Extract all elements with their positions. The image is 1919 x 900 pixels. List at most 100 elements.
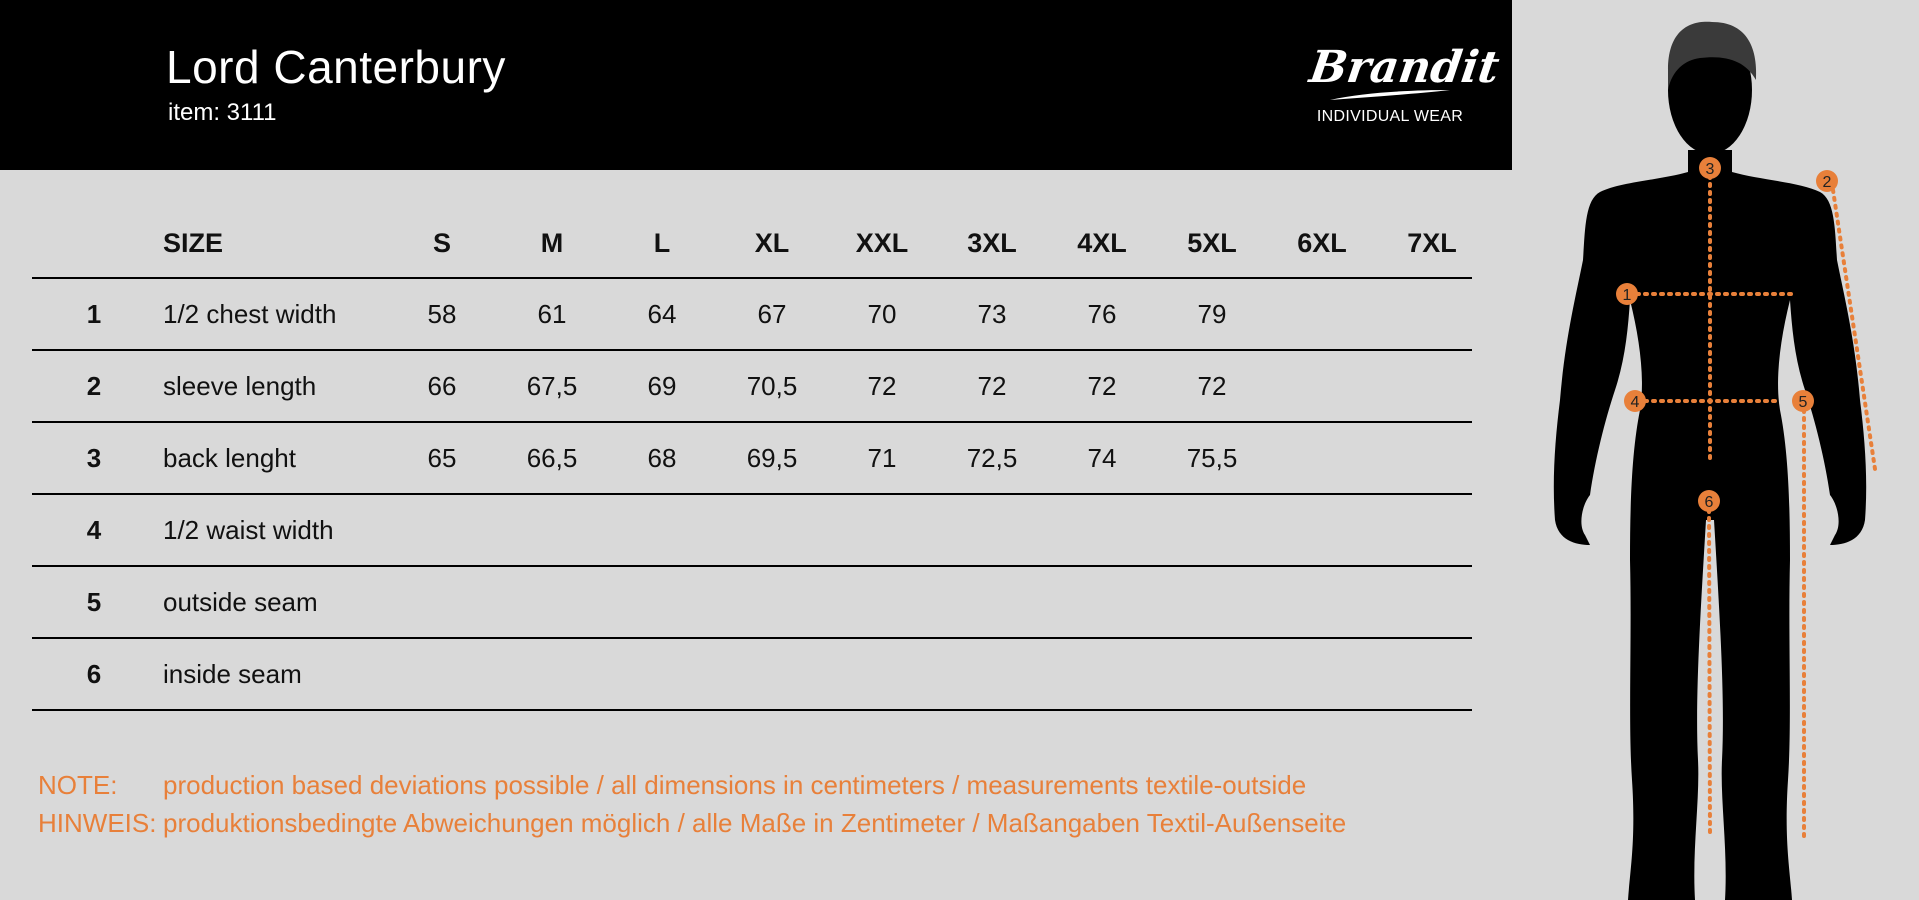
measurement-value: 66,5 bbox=[526, 442, 578, 473]
measurement-value bbox=[1382, 279, 1482, 349]
item-number: item: 3111 bbox=[168, 99, 277, 126]
size-column-header: 7XL bbox=[1407, 228, 1457, 258]
product-title: Lord Canterbury bbox=[166, 41, 506, 93]
table-row: 4 1/2 waist width bbox=[32, 495, 1472, 567]
measurement-value bbox=[722, 567, 822, 637]
logo-wordmark: Brandit bbox=[1306, 42, 1503, 93]
measurement-value bbox=[1162, 639, 1262, 709]
marker-5: 5 bbox=[1792, 390, 1814, 412]
measurement-number: 1 bbox=[86, 298, 102, 329]
measurement-value: 73 bbox=[977, 298, 1007, 329]
table-header-row: SIZE S M L XL XXL 3XL 4XL 5XL 6XL 7XL bbox=[32, 210, 1472, 279]
size-column-header: XXL bbox=[855, 228, 909, 258]
measurement-value bbox=[722, 495, 822, 565]
measurement-label: outside seam bbox=[163, 586, 318, 617]
measurement-value bbox=[392, 567, 492, 637]
table-row: 2 sleeve length 66 67,5 69 70,5 72 72 72 72 bbox=[32, 351, 1472, 423]
notes: NOTE: production based deviations possib… bbox=[38, 766, 1346, 842]
measurement-number: 6 bbox=[86, 658, 102, 689]
measurement-value bbox=[1272, 423, 1372, 493]
measurement-number: 4 bbox=[86, 514, 102, 545]
note-german: HINWEIS: produktionsbedingte Abweichunge… bbox=[38, 804, 1346, 842]
marker-circle bbox=[1816, 170, 1838, 192]
measurement-value: 67,5 bbox=[526, 370, 578, 401]
measurement-label: back lenght bbox=[163, 442, 296, 473]
measurement-value bbox=[612, 495, 712, 565]
note-text: production based deviations possible / a… bbox=[163, 770, 1307, 800]
measurement-value bbox=[1272, 639, 1372, 709]
marker-3: 3 bbox=[1699, 157, 1721, 179]
table-row: 3 back lenght 65 66,5 68 69,5 71 72,5 74 75,5 bbox=[32, 423, 1472, 495]
measurement-value bbox=[1382, 351, 1482, 421]
size-column-header: S bbox=[432, 228, 451, 258]
measurement-value: 68 bbox=[647, 442, 677, 473]
logo-swoosh-icon bbox=[1330, 90, 1450, 100]
measurement-value bbox=[832, 495, 932, 565]
line-sleeve-length bbox=[1831, 188, 1877, 471]
measurement-value: 58 bbox=[427, 298, 457, 329]
measurement-value bbox=[1272, 495, 1372, 565]
measurement-value bbox=[1162, 495, 1262, 565]
measurement-value bbox=[392, 495, 492, 565]
measurement-value bbox=[392, 639, 492, 709]
header-bar: Lord Canterbury item: 3111 Brandit INDIV… bbox=[0, 0, 1512, 170]
brand-logo: Brandit INDIVIDUAL WEAR bbox=[1306, 42, 1502, 126]
measurement-value: 61 bbox=[537, 298, 567, 329]
measurement-value bbox=[1052, 567, 1152, 637]
measurement-value: 65 bbox=[427, 442, 457, 473]
measurement-value bbox=[502, 639, 602, 709]
measurement-value bbox=[612, 639, 712, 709]
size-column-header: L bbox=[653, 228, 671, 258]
marker-label: 3 bbox=[1706, 161, 1715, 178]
size-column-header: 3XL bbox=[967, 228, 1017, 258]
note-key: NOTE: bbox=[38, 770, 118, 800]
measurement-value bbox=[942, 639, 1042, 709]
body-silhouette bbox=[1553, 21, 1867, 900]
logo-tagline: INDIVIDUAL WEAR bbox=[1316, 108, 1464, 125]
measurement-value bbox=[612, 567, 712, 637]
hair bbox=[1668, 21, 1757, 90]
size-header: SIZE bbox=[163, 228, 224, 258]
measurement-value bbox=[1272, 351, 1372, 421]
measurement-value: 72 bbox=[1087, 370, 1117, 401]
line-inside-seam bbox=[1707, 508, 1712, 839]
marker-label: 5 bbox=[1799, 394, 1808, 411]
size-table: SIZE S M L XL XXL 3XL 4XL 5XL 6XL 7XL 1 1/2 chest wi… bbox=[32, 210, 1472, 711]
measurement-value: 72,5 bbox=[966, 442, 1018, 473]
measurement-value: 72 bbox=[977, 370, 1007, 401]
measurement-value bbox=[942, 495, 1042, 565]
note-text: produktionsbedingte Abweichungen möglich… bbox=[163, 808, 1347, 838]
measurement-value bbox=[1382, 423, 1482, 493]
measurement-value: 70 bbox=[867, 298, 897, 329]
measurement-value bbox=[1272, 567, 1372, 637]
measurement-value bbox=[1052, 639, 1152, 709]
marker-label: 6 bbox=[1705, 494, 1714, 511]
measurement-markers: 1 2 3 4 5 6 bbox=[1616, 157, 1838, 512]
measurement-value: 70,5 bbox=[746, 370, 798, 401]
marker-1: 1 bbox=[1616, 283, 1638, 305]
measurement-value bbox=[1162, 567, 1262, 637]
measurement-value bbox=[502, 495, 602, 565]
marker-6: 6 bbox=[1698, 490, 1720, 512]
measurement-value: 74 bbox=[1087, 442, 1117, 473]
measurement-value: 69,5 bbox=[746, 442, 798, 473]
measurement-number: 3 bbox=[86, 442, 102, 473]
measurement-value: 71 bbox=[867, 442, 897, 473]
measurement-lines bbox=[1635, 174, 1877, 839]
size-column-header: M bbox=[540, 228, 564, 258]
measurement-value: 75,5 bbox=[1186, 442, 1238, 473]
measurement-value: 66 bbox=[427, 370, 457, 401]
marker-circle bbox=[1792, 390, 1814, 412]
measurement-value bbox=[832, 567, 932, 637]
measurement-label: 1/2 chest width bbox=[163, 298, 337, 329]
size-column-header: 6XL bbox=[1297, 228, 1347, 258]
measurement-label: 1/2 waist width bbox=[163, 514, 334, 545]
marker-circle bbox=[1616, 283, 1638, 305]
measurement-value bbox=[722, 639, 822, 709]
measurement-value: 72 bbox=[1197, 370, 1227, 401]
marker-label: 1 bbox=[1623, 287, 1632, 304]
measurement-value: 64 bbox=[647, 298, 677, 329]
measurement-value bbox=[1382, 639, 1482, 709]
measurement-value bbox=[942, 567, 1042, 637]
table-row: 1 1/2 chest width 58 61 64 67 70 73 76 79 bbox=[32, 279, 1472, 351]
